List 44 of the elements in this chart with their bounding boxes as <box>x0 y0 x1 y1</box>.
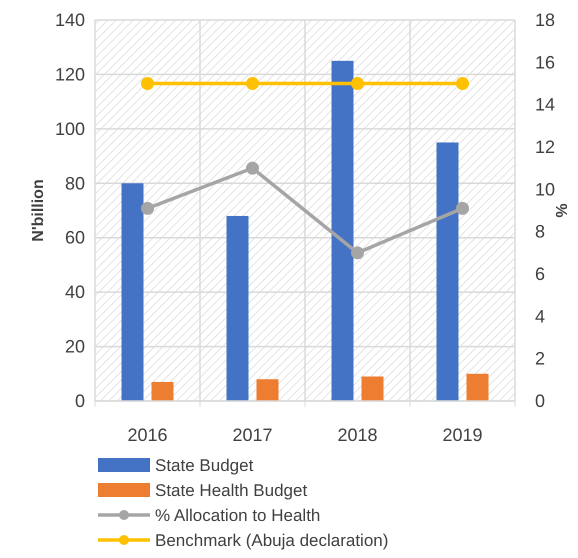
y-tick-label: 0 <box>74 391 85 411</box>
point <box>456 202 469 215</box>
point <box>141 77 154 90</box>
y2-tick-label: 2 <box>535 348 546 369</box>
y-tick-label: 100 <box>54 118 85 139</box>
x-tick-label: 2017 <box>232 425 273 445</box>
point <box>456 77 469 90</box>
y-axis-title: N'billion <box>30 179 47 242</box>
x-tick-label: 2019 <box>442 425 483 445</box>
point <box>141 202 154 215</box>
point <box>246 162 259 175</box>
y2-tick-label: 6 <box>535 264 546 284</box>
y2-tick-label: 4 <box>535 306 546 326</box>
y2-tick-label: 12 <box>535 137 556 157</box>
y2-tick-label: 0 <box>535 391 546 411</box>
y2-tick-label: 14 <box>535 94 556 115</box>
bar <box>466 374 488 401</box>
x-tick-label: 2016 <box>127 425 168 445</box>
x-tick-label: 2018 <box>337 425 378 445</box>
bar <box>332 60 354 401</box>
y-tick-label: 40 <box>64 282 85 302</box>
bar <box>362 376 384 401</box>
y-tick-label: 60 <box>64 228 85 248</box>
y-tick-label: 140 <box>54 10 85 30</box>
point <box>351 246 364 260</box>
bar <box>122 183 144 401</box>
y-tick-label: 80 <box>64 173 85 194</box>
y2-tick-label: 8 <box>535 222 546 242</box>
legend-label: State Budget <box>155 456 254 475</box>
legend-label: % Allocation to Health <box>155 506 320 525</box>
bar <box>226 216 248 401</box>
bar <box>152 382 174 401</box>
bar <box>256 379 278 401</box>
y-tick-label: 120 <box>54 64 85 84</box>
bar <box>436 142 458 401</box>
point <box>246 77 259 90</box>
legend-label: Benchmark (Abuja declaration) <box>155 531 388 550</box>
point <box>351 77 364 90</box>
y2-axis-title: % <box>554 203 571 218</box>
y2-tick-label: 18 <box>535 10 556 30</box>
y2-tick-label: 16 <box>535 52 556 72</box>
y-tick-label: 20 <box>64 336 85 357</box>
legend-label: State Health Budget <box>155 481 308 500</box>
y2-tick-label: 10 <box>535 179 556 200</box>
